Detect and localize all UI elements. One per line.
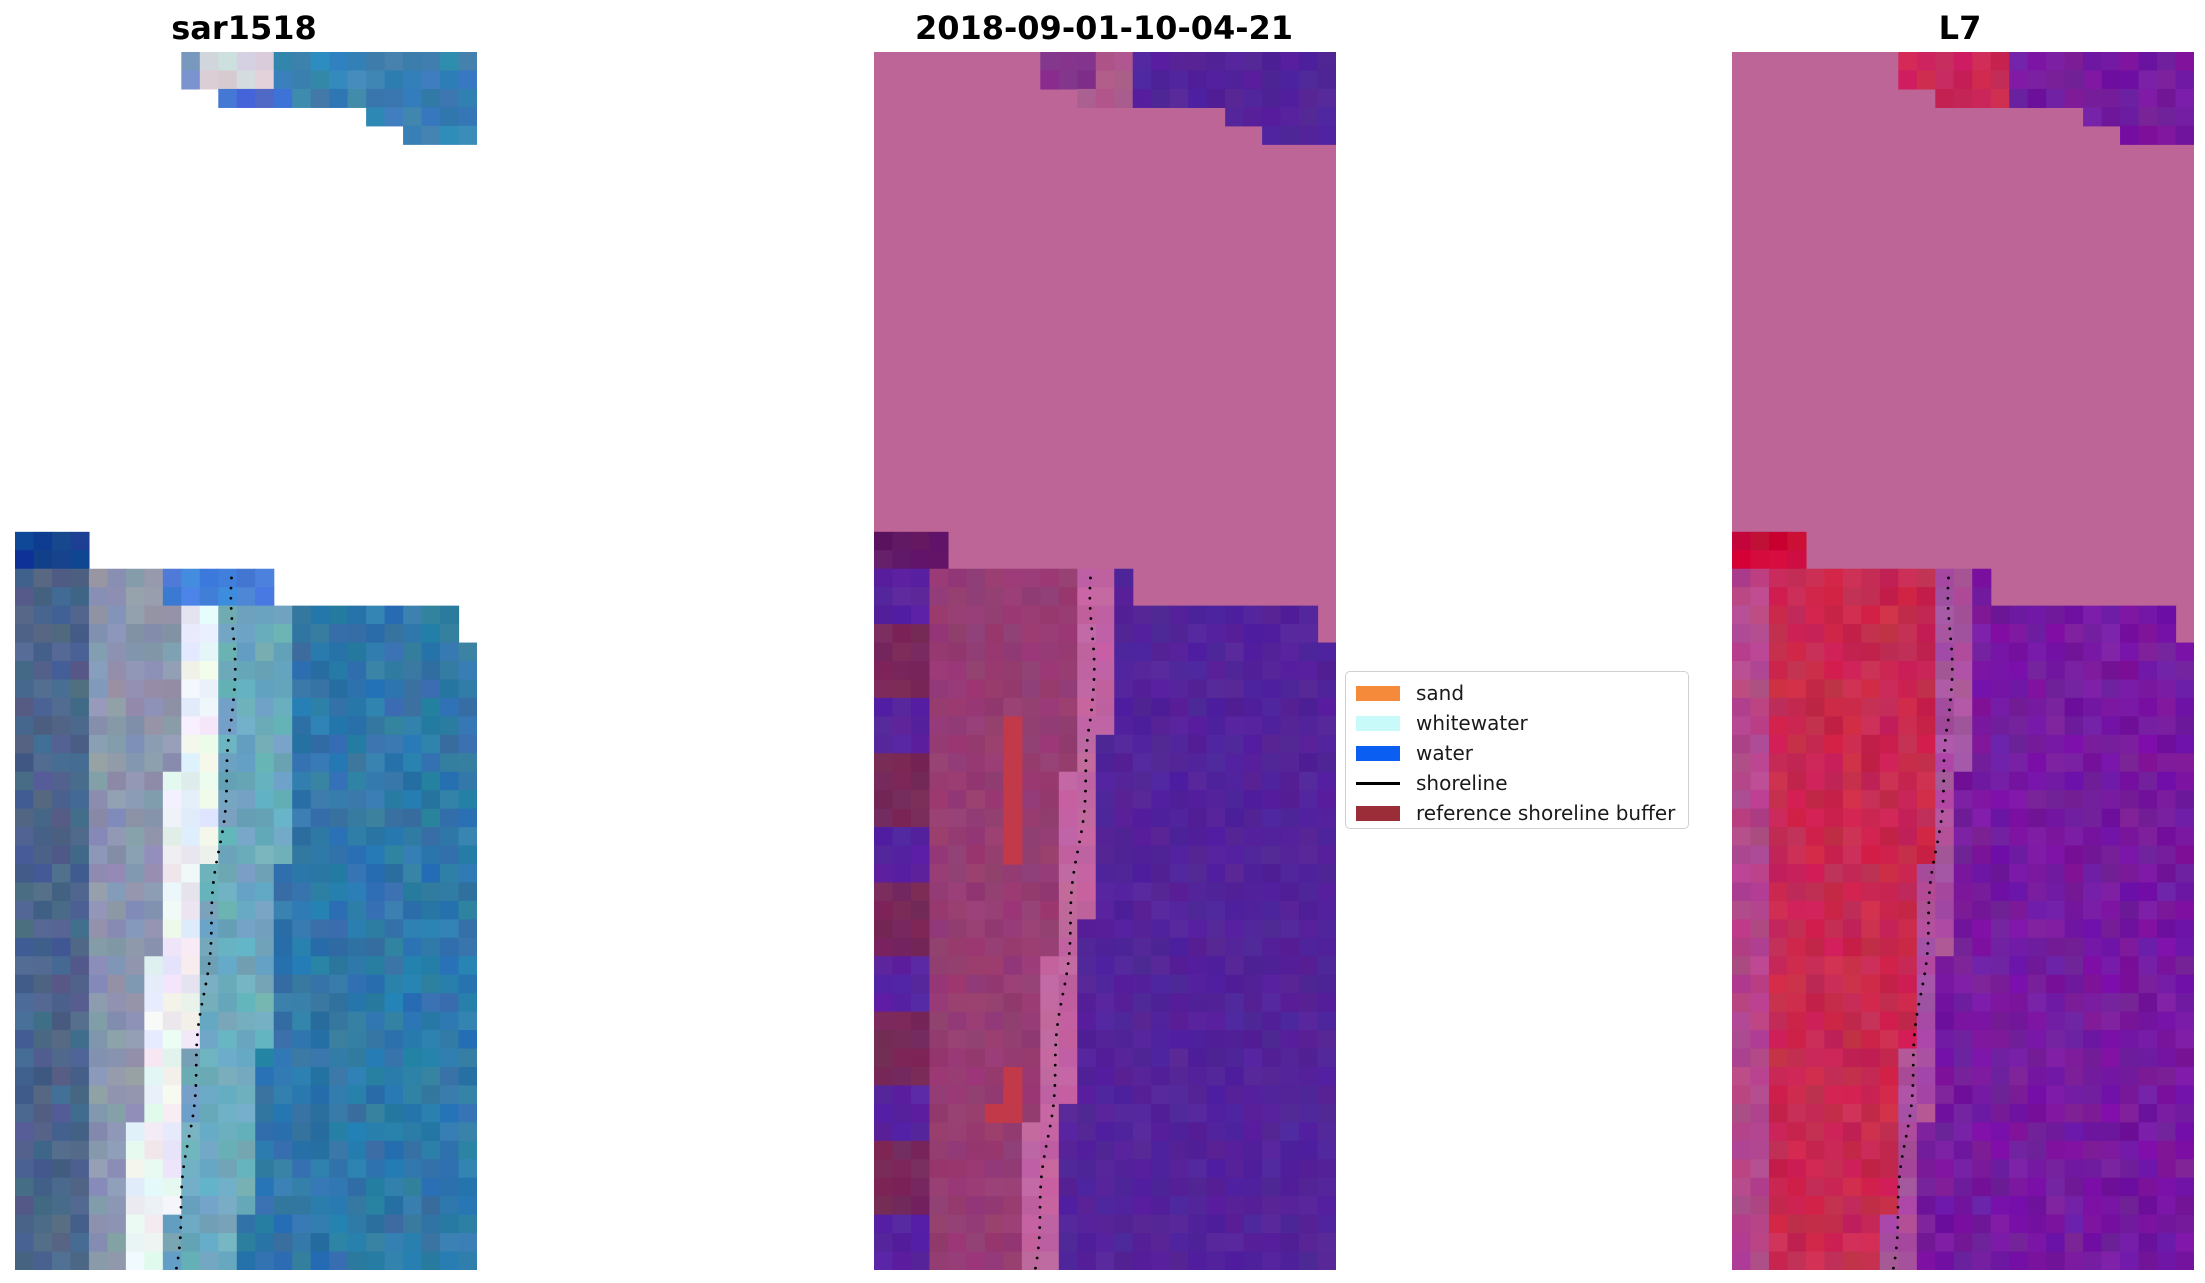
legend-line-shoreline bbox=[1356, 781, 1400, 785]
legend: sand whitewater water shoreline referenc… bbox=[1345, 671, 1689, 829]
rgb-image-panel bbox=[15, 52, 477, 1270]
legend-label-water: water bbox=[1416, 741, 1473, 765]
panel-title-rgb: sar1518 bbox=[171, 9, 317, 47]
legend-item-sand: sand bbox=[1356, 678, 1678, 708]
reference-buffer-cell bbox=[1003, 716, 1023, 865]
panel-title-classified: 2018-09-01-10-04-21 bbox=[914, 9, 1294, 47]
shoreline-points bbox=[1892, 576, 1954, 1270]
legend-swatch-sand bbox=[1356, 685, 1400, 701]
rgb-image bbox=[15, 52, 477, 1270]
legend-item-whitewater: whitewater bbox=[1356, 708, 1678, 738]
legend-label-whitewater: whitewater bbox=[1416, 711, 1528, 735]
reference-buffer-cell bbox=[984, 1103, 1023, 1123]
legend-item-water: water bbox=[1356, 738, 1678, 768]
legend-label-reference-buffer: reference shoreline buffer bbox=[1416, 801, 1676, 825]
legend-swatch-whitewater bbox=[1356, 715, 1400, 731]
classified-image-panel bbox=[874, 52, 1336, 1270]
legend-swatch-water bbox=[1356, 745, 1400, 761]
legend-label-sand: sand bbox=[1416, 681, 1465, 705]
index-image-panel bbox=[1732, 52, 2194, 1270]
shoreline-points bbox=[1034, 576, 1096, 1270]
classified-image bbox=[874, 52, 1336, 1270]
legend-item-reference-buffer: reference shoreline buffer bbox=[1356, 798, 1678, 828]
shoreline-points bbox=[175, 576, 237, 1270]
index-image bbox=[1732, 52, 2194, 1270]
legend-swatch-reference-buffer bbox=[1356, 805, 1400, 821]
panel-title-index: L7 bbox=[1938, 9, 1982, 47]
legend-item-shoreline: shoreline bbox=[1356, 768, 1678, 798]
legend-label-shoreline: shoreline bbox=[1416, 771, 1508, 795]
